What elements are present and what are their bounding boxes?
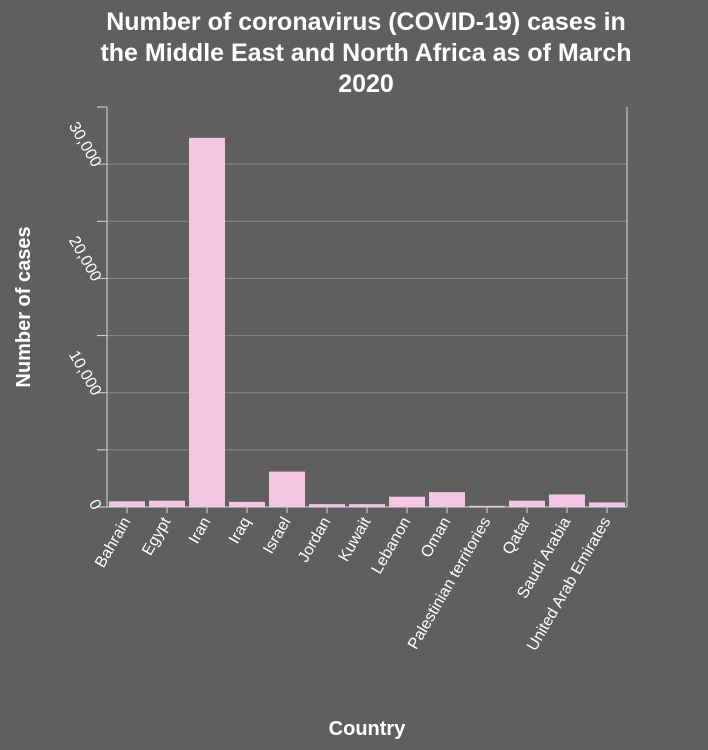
axes	[97, 106, 628, 513]
x-tick-label: Iran	[186, 515, 215, 547]
bar	[549, 494, 585, 507]
gridlines	[107, 163, 627, 451]
x-tick-label: Lebanon	[369, 515, 415, 577]
bar	[269, 471, 305, 507]
x-tick-label: Palestinian territories	[405, 515, 494, 653]
y-tick-labels: 0 10,000 20,000 30,000	[65, 119, 104, 513]
bar	[149, 500, 185, 507]
x-tick-label: Israel	[260, 515, 294, 557]
x-tick-labels: Bahrain Egypt Iran Iraq Israel Jordan KuwaitLe…	[92, 514, 614, 654]
bar	[429, 492, 465, 507]
bar	[389, 496, 425, 507]
bar	[509, 500, 545, 507]
chart-title-line-3: 2020	[338, 70, 394, 98]
bar	[589, 502, 625, 507]
x-tick-label: Bahrain	[92, 515, 134, 571]
bar	[309, 504, 345, 507]
y-tick-label: 30,000	[65, 119, 104, 170]
x-tick-label: Egypt	[139, 514, 174, 558]
y-axis-label: Number of cases	[13, 226, 35, 387]
chart-title-line-1: Number of coronavirus (COVID-19) cases i…	[106, 8, 626, 36]
bar	[349, 504, 385, 507]
x-tick-label: Iraq	[226, 515, 255, 547]
x-tick-label: Oman	[418, 515, 455, 561]
x-tick-label: Jordan	[295, 515, 334, 566]
chart-title-line-2: the Middle East and North Africa as of M…	[100, 39, 631, 67]
bar	[469, 505, 505, 507]
bar	[229, 501, 265, 507]
y-tick-label: 20,000	[65, 234, 104, 285]
bar	[189, 137, 225, 507]
x-axis-label: Country	[329, 718, 407, 740]
bar	[109, 501, 145, 507]
y-tick-label: 0	[85, 497, 104, 513]
x-tick-label: Qatar	[500, 514, 535, 558]
y-tick-label: 10,000	[65, 348, 104, 399]
bars	[109, 137, 625, 507]
x-tick-label: Kuwait	[336, 514, 375, 565]
